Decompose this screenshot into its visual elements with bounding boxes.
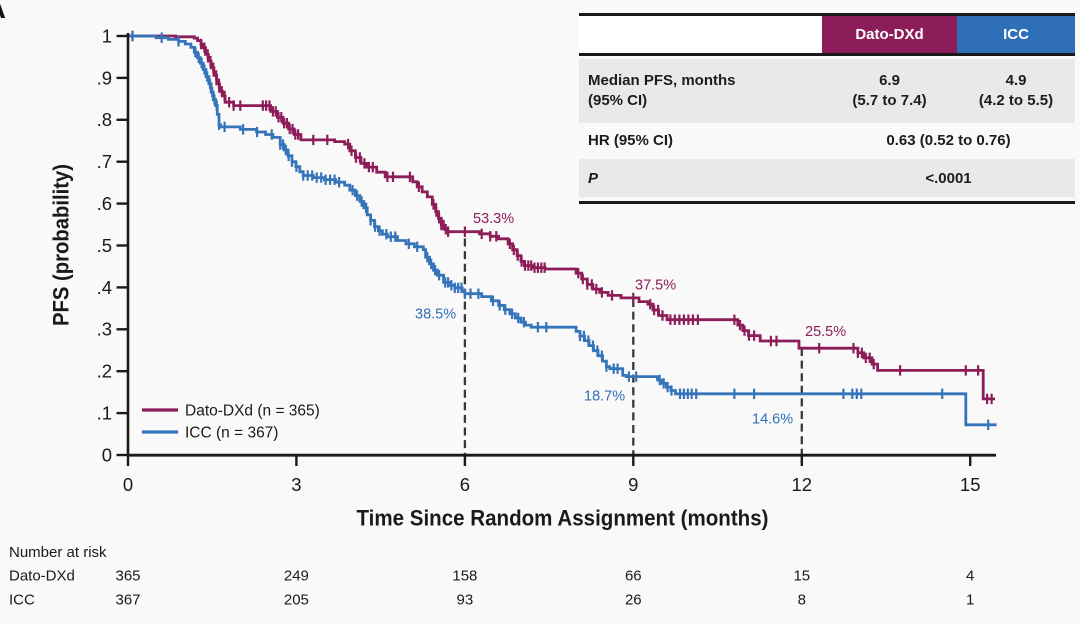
svg-text:Dato-DXd: Dato-DXd bbox=[9, 568, 75, 585]
svg-text:18.7%: 18.7% bbox=[584, 389, 625, 405]
svg-text:ICC (n = 367): ICC (n = 367) bbox=[185, 425, 278, 442]
svg-text:.9: .9 bbox=[97, 67, 112, 88]
svg-text:PFS (probability): PFS (probability) bbox=[49, 164, 74, 326]
svg-text:25.5%: 25.5% bbox=[805, 324, 846, 340]
svg-text:.7: .7 bbox=[97, 151, 112, 172]
svg-text:1: 1 bbox=[102, 25, 112, 46]
svg-text:205: 205 bbox=[284, 592, 309, 609]
svg-text:0: 0 bbox=[123, 474, 133, 495]
svg-text:15: 15 bbox=[960, 474, 981, 495]
svg-text:93: 93 bbox=[457, 592, 474, 609]
svg-text:53.3%: 53.3% bbox=[473, 211, 514, 227]
svg-text:Number at risk: Number at risk bbox=[9, 544, 107, 561]
svg-text:.5: .5 bbox=[97, 235, 112, 256]
svg-text:3: 3 bbox=[291, 474, 301, 495]
svg-text:.8: .8 bbox=[97, 109, 112, 130]
svg-text:365: 365 bbox=[115, 568, 140, 585]
svg-text:Dato-DXd (n = 365): Dato-DXd (n = 365) bbox=[185, 403, 320, 420]
svg-text:8: 8 bbox=[798, 592, 806, 609]
svg-text:0: 0 bbox=[102, 444, 112, 465]
svg-text:1: 1 bbox=[966, 592, 974, 609]
svg-text:249: 249 bbox=[284, 568, 309, 585]
svg-text:15: 15 bbox=[793, 568, 810, 585]
svg-text:14.6%: 14.6% bbox=[752, 412, 793, 428]
svg-text:367: 367 bbox=[115, 592, 140, 609]
svg-text:12: 12 bbox=[792, 474, 813, 495]
svg-text:66: 66 bbox=[625, 568, 642, 585]
svg-text:.2: .2 bbox=[97, 361, 112, 382]
svg-text:.1: .1 bbox=[97, 403, 112, 424]
svg-text:.4: .4 bbox=[97, 277, 112, 298]
svg-text:6: 6 bbox=[460, 474, 470, 495]
svg-text:ICC: ICC bbox=[9, 592, 35, 609]
svg-text:Time Since Random Assignment (: Time Since Random Assignment (months) bbox=[357, 506, 769, 531]
svg-text:37.5%: 37.5% bbox=[635, 278, 676, 294]
svg-text:158: 158 bbox=[452, 568, 477, 585]
svg-text:.6: .6 bbox=[97, 193, 112, 214]
svg-text:26: 26 bbox=[625, 592, 642, 609]
svg-text:4: 4 bbox=[966, 568, 974, 585]
svg-text:9: 9 bbox=[628, 474, 638, 495]
svg-text:.3: .3 bbox=[97, 319, 112, 340]
svg-text:38.5%: 38.5% bbox=[415, 307, 456, 323]
